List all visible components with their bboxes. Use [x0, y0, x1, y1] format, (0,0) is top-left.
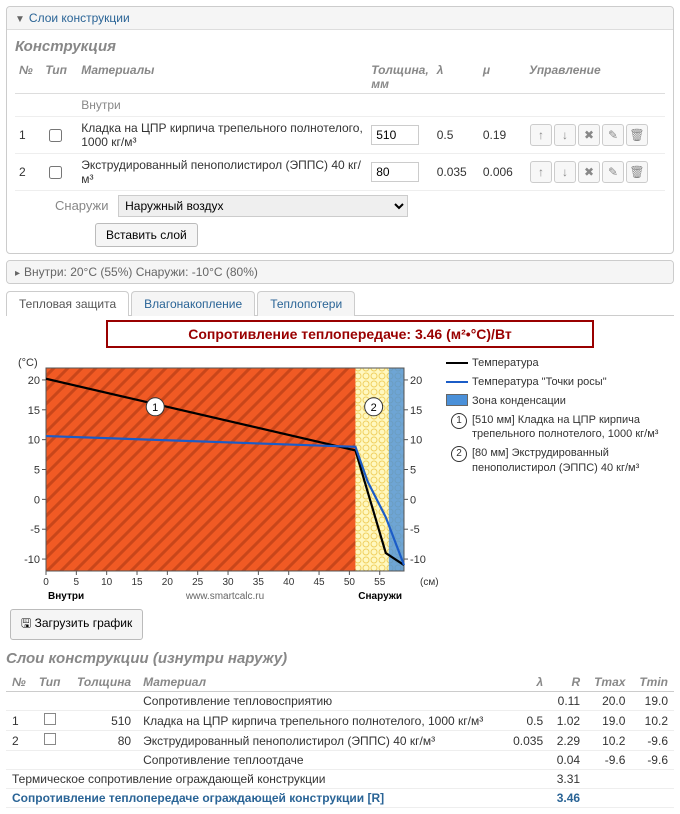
download-icon: 🖫	[21, 616, 31, 630]
svg-text:50: 50	[344, 577, 356, 588]
col-mu: μ	[479, 61, 525, 94]
svg-text:10: 10	[410, 435, 422, 447]
legend-cond: Зона конденсации	[472, 394, 566, 409]
layer-row: 1 Кладка на ЦПР кирпича трепельного полно…	[15, 117, 665, 154]
disable-button[interactable]: ✖	[578, 161, 600, 183]
insert-layer-button[interactable]: Вставить слой	[95, 223, 198, 247]
construction-heading: Конструкция	[15, 38, 665, 55]
svg-text:(°C): (°C)	[18, 357, 38, 369]
disable-button[interactable]: ✖	[578, 124, 600, 146]
download-chart-button[interactable]: 🖫 Загрузить график	[10, 609, 143, 640]
chart-legend: Температура Температура "Точки росы" Зон…	[446, 356, 670, 601]
panel-title: Слои конструкции	[29, 11, 130, 25]
legend-layer-2: [80 мм] Экструдированный пенополистирол …	[472, 446, 670, 476]
legend-layer-1: [510 мм] Кладка на ЦПР кирпича трепельно…	[472, 413, 670, 443]
layer-lambda: 0.5	[433, 117, 479, 154]
layer-type-checkbox[interactable]	[49, 129, 62, 142]
delete-button[interactable]: 🗑	[626, 124, 648, 146]
svg-text:20: 20	[162, 577, 174, 588]
svg-text:(см): (см)	[420, 577, 439, 588]
layer-type-checkbox[interactable]	[49, 166, 62, 179]
climate-panel-header[interactable]: ▸Внутри: 20°C (55%) Снаружи: -10°C (80%)	[7, 261, 673, 283]
tabs: Тепловая защитаВлагонакоплениеТеплопотер…	[6, 290, 674, 316]
svg-text:55: 55	[374, 577, 386, 588]
col-ctrl: Управление	[525, 61, 665, 94]
layer-mu: 0.006	[479, 154, 525, 191]
results-heading: Слои конструкции (изнутри наружу)	[6, 650, 674, 667]
edit-button[interactable]: ✎	[602, 124, 624, 146]
svg-text:15: 15	[28, 405, 40, 417]
svg-text:-5: -5	[30, 524, 40, 536]
svg-text:20: 20	[410, 375, 422, 387]
legend-dew: Температура "Точки росы"	[472, 375, 607, 390]
tab-2[interactable]: Теплопотери	[257, 291, 355, 316]
svg-text:-10: -10	[410, 554, 426, 566]
layer-lambda: 0.035	[433, 154, 479, 191]
svg-text:15: 15	[410, 405, 422, 417]
layer-mu: 0.19	[479, 117, 525, 154]
results-row: Сопротивление тепловосприятию0.1120.019.…	[6, 692, 674, 711]
svg-text:Снаружи: Снаружи	[358, 591, 402, 601]
outside-select[interactable]: Наружный воздух	[118, 195, 408, 217]
col-material: Материалы	[77, 61, 367, 94]
results-row: 1510Кладка на ЦПР кирпича трепельного по…	[6, 711, 674, 731]
svg-text:1: 1	[152, 402, 158, 414]
tab-0[interactable]: Тепловая защита	[6, 291, 129, 316]
move-up-button[interactable]: ↑	[530, 161, 552, 183]
svg-text:40: 40	[283, 577, 295, 588]
svg-text:5: 5	[34, 465, 40, 477]
tab-1[interactable]: Влагонакопление	[131, 291, 255, 316]
col-thickness: Толщина, мм	[367, 61, 432, 94]
legend-temp: Температура	[472, 356, 539, 371]
svg-text:15: 15	[131, 577, 143, 588]
move-down-button[interactable]: ↓	[554, 161, 576, 183]
svg-text:0: 0	[34, 494, 40, 506]
svg-text:0: 0	[410, 494, 416, 506]
svg-text:10: 10	[28, 435, 40, 447]
temperature-chart: -10-10-5-5005510101515202005101520253035…	[10, 356, 440, 601]
layer-material: Кладка на ЦПР кирпича трепельного полнот…	[77, 117, 367, 154]
col-num: №	[15, 61, 41, 94]
move-down-button[interactable]: ↓	[554, 124, 576, 146]
climate-panel: ▸Внутри: 20°C (55%) Снаружи: -10°C (80%)	[6, 260, 674, 284]
svg-text:www.smartcalc.ru: www.smartcalc.ru	[185, 591, 264, 601]
svg-text:20: 20	[28, 375, 40, 387]
thickness-input[interactable]	[371, 125, 419, 145]
svg-text:45: 45	[313, 577, 325, 588]
col-type: Тип	[41, 61, 77, 94]
outside-label: Снаружи	[55, 198, 109, 213]
thickness-input[interactable]	[371, 162, 419, 182]
results-row: Сопротивление теплоотдаче0.04-9.6-9.6	[6, 751, 674, 770]
layers-panel: ▼Слои конструкции Конструкция № Тип Мате…	[6, 6, 674, 254]
results-table: № Тип Толщина Материал λ R Tmax Tmin Соп…	[6, 673, 674, 808]
layer-num: 2	[15, 154, 41, 191]
layers-panel-header[interactable]: ▼Слои конструкции	[7, 7, 673, 30]
climate-title: Внутри: 20°C (55%) Снаружи: -10°C (80%)	[24, 265, 258, 279]
layers-table: № Тип Материалы Толщина, мм λ μ Управлен…	[15, 61, 665, 191]
svg-text:30: 30	[222, 577, 234, 588]
svg-text:2: 2	[371, 402, 377, 414]
svg-text:-5: -5	[410, 524, 420, 536]
layer-row: 2 Экструдированный пенополистирол (ЭППС) …	[15, 154, 665, 191]
layer-num: 1	[15, 117, 41, 154]
results-row: 280Экструдированный пенополистирол (ЭППС…	[6, 731, 674, 751]
svg-text:10: 10	[101, 577, 113, 588]
edit-button[interactable]: ✎	[602, 161, 624, 183]
move-up-button[interactable]: ↑	[530, 124, 552, 146]
layer-material: Экструдированный пенополистирол (ЭППС) 4…	[77, 154, 367, 191]
svg-text:25: 25	[192, 577, 204, 588]
svg-text:5: 5	[410, 465, 416, 477]
svg-text:5: 5	[74, 577, 80, 588]
svg-text:35: 35	[253, 577, 265, 588]
resistance-banner: Сопротивление теплопередаче: 3.46 (м²•°С…	[106, 320, 594, 348]
col-lambda: λ	[433, 61, 479, 94]
svg-text:0: 0	[43, 577, 49, 588]
inside-label: Внутри	[77, 94, 665, 117]
svg-text:Внутри: Внутри	[48, 591, 84, 601]
svg-text:-10: -10	[24, 554, 40, 566]
delete-button[interactable]: 🗑	[626, 161, 648, 183]
